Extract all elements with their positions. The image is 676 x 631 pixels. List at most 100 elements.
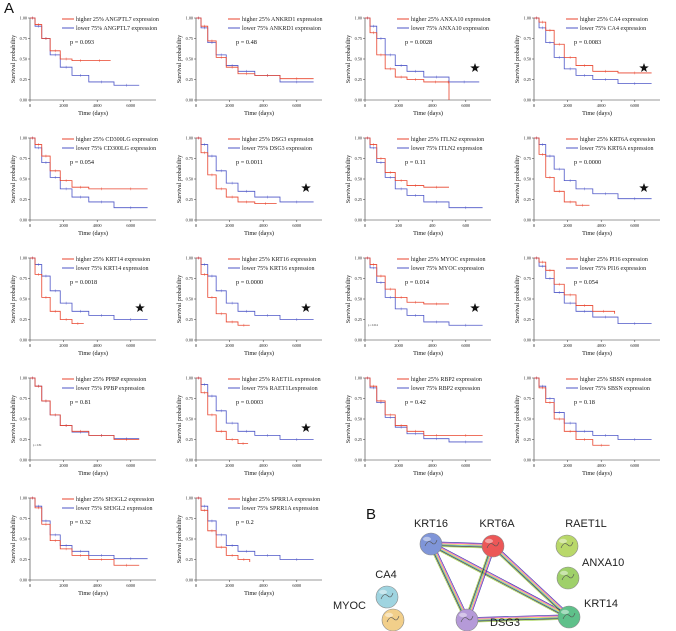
x-tick-label: 6000	[461, 463, 471, 468]
y-tick-label: 1.00	[186, 256, 193, 261]
y-tick-label: 0.75	[186, 36, 193, 41]
y-tick-label: 1.00	[524, 376, 531, 381]
y-tick-label: 0.00	[20, 578, 27, 583]
p-value: p = 0.81	[70, 399, 91, 406]
x-tick-label: 4000	[259, 223, 269, 228]
y-tick-label: 1.00	[355, 136, 362, 141]
x-axis-label: Time (days)	[78, 350, 108, 357]
x-tick-label: 2000	[225, 343, 235, 348]
y-tick-label: 0.00	[186, 218, 193, 223]
y-tick-label: 0.25	[524, 77, 531, 82]
x-tick-label: 0	[533, 223, 536, 228]
km-plot-anxa10: 0.00 0.25 0.50 0.75 1.00 0 2000 4000 6000 Surviva…	[346, 16, 491, 117]
protein-structure-icon	[486, 541, 500, 549]
y-axis-label: Survival probability	[11, 155, 17, 203]
y-tick-label: 1.00	[186, 376, 193, 381]
legend-entry: higher 25% KRT16 expression	[242, 257, 316, 263]
y-tick-label: 0.00	[186, 458, 193, 463]
legend-entry: higher 25% SH3GL2 expression	[76, 497, 154, 503]
node-raet1l: RAET1L	[555, 518, 607, 558]
km-curve-higher	[30, 257, 84, 324]
y-tick-label: 0.25	[20, 557, 27, 562]
km-curve-higher	[365, 377, 483, 436]
edge-line	[467, 618, 570, 623]
x-tick-label: 6000	[126, 343, 136, 348]
y-axis-label: Survival probability	[11, 395, 17, 443]
x-tick-label: 4000	[93, 103, 103, 108]
edge-line	[466, 614, 569, 619]
legend-entry: lower 75% ANXA10 expression	[411, 26, 489, 32]
x-tick-label: 0	[29, 223, 32, 228]
y-tick-label: 0.00	[524, 218, 531, 223]
x-tick-label: 6000	[630, 223, 640, 228]
p-value: p = 0.0028	[405, 39, 432, 46]
km-plot-krt16: 0.00 0.25 0.50 0.75 1.00 0 2000 4000 6000 Surviva…	[177, 256, 322, 357]
km-plot-sbsn: 0.00 0.25 0.50 0.75 1.00 0 2000 4000 6000 Surviva…	[515, 376, 660, 477]
node-highlight	[561, 609, 569, 615]
km-plot-sprr1a: 0.00 0.25 0.50 0.75 1.00 0 2000 4000 6000 Surviva…	[177, 496, 322, 597]
x-axis-label: Time (days)	[244, 230, 274, 237]
legend-entry: higher 25% PI16 expression	[580, 257, 648, 263]
legend-entry: lower 75% SH3GL2 expression	[76, 506, 153, 512]
y-tick-label: 0.50	[355, 177, 362, 182]
legend-entry: higher 25% SPRR1A expression	[242, 497, 320, 503]
node-label: KRT6A	[479, 518, 515, 530]
x-axis-label: Time (days)	[413, 230, 443, 237]
y-tick-label: 0.00	[524, 458, 531, 463]
legend-entry: higher 25% RBP2 expression	[411, 377, 482, 383]
x-tick-label: 6000	[630, 343, 640, 348]
y-tick-label: 0.50	[355, 417, 362, 422]
x-tick-label: 0	[195, 103, 198, 108]
p-value: p = 0.054	[574, 279, 599, 286]
y-tick-label: 0.75	[524, 396, 531, 401]
y-tick-label: 0.00	[20, 218, 27, 223]
node-dsg3: DSG3	[455, 608, 520, 631]
y-tick-label: 0.25	[186, 437, 193, 442]
y-tick-label: 0.00	[355, 218, 362, 223]
y-tick-label: 1.00	[355, 376, 362, 381]
x-axis-label: Time (days)	[244, 470, 274, 477]
node-highlight	[423, 536, 431, 542]
node-circle	[555, 534, 579, 558]
x-tick-label: 4000	[93, 343, 103, 348]
node-circle	[375, 585, 399, 609]
node-label: KRT14	[584, 598, 618, 610]
significance-star-icon	[470, 63, 480, 73]
x-tick-label: 2000	[59, 103, 69, 108]
protein-structure-icon	[386, 615, 400, 623]
y-tick-label: 0.50	[186, 57, 193, 62]
y-tick-label: 1.00	[20, 16, 27, 21]
x-tick-label: 6000	[126, 463, 136, 468]
y-tick-label: 0.25	[524, 317, 531, 322]
y-tick-label: 0.75	[355, 396, 362, 401]
node-highlight	[559, 538, 567, 544]
x-tick-label: 6000	[126, 223, 136, 228]
y-tick-label: 0.00	[186, 98, 193, 103]
y-tick-label: 1.00	[20, 256, 27, 261]
p-value: p = 0.32	[70, 519, 91, 526]
y-axis-label: Survival probability	[346, 395, 352, 443]
legend-entry: higher 25% KRT6A expression	[580, 137, 655, 143]
x-axis-label: Time (days)	[78, 110, 108, 117]
y-tick-label: 1.00	[524, 16, 531, 21]
km-curve-higher	[30, 17, 111, 62]
inset-p-value: p = 0.014	[368, 324, 379, 327]
edge-line	[467, 546, 494, 621]
protein-structure-icon	[562, 612, 576, 620]
p-value: p = 0.11	[405, 159, 426, 166]
x-tick-label: 6000	[292, 103, 302, 108]
x-axis-label: Time (days)	[582, 230, 612, 237]
legend-entry: lower 75% PI16 expression	[580, 266, 646, 272]
node-highlight	[560, 570, 568, 576]
x-tick-label: 4000	[93, 223, 103, 228]
y-tick-label: 0.25	[20, 197, 27, 202]
km-plot-sh3gl2: 0.00 0.25 0.50 0.75 1.00 0 2000 4000 6000 Surviva…	[11, 496, 156, 597]
x-tick-label: 0	[364, 223, 367, 228]
y-tick-label: 0.25	[186, 197, 193, 202]
km-plot-ppbp: 0.00 0.25 0.50 0.75 1.00 0 2000 4000 6000 Surviva…	[11, 376, 156, 477]
edge-line	[467, 546, 495, 621]
p-value: p = 0.0000	[574, 159, 601, 166]
edge-krt16-dsg3	[428, 542, 470, 622]
node-highlight	[385, 612, 393, 618]
y-axis-label: Survival probability	[515, 395, 521, 443]
